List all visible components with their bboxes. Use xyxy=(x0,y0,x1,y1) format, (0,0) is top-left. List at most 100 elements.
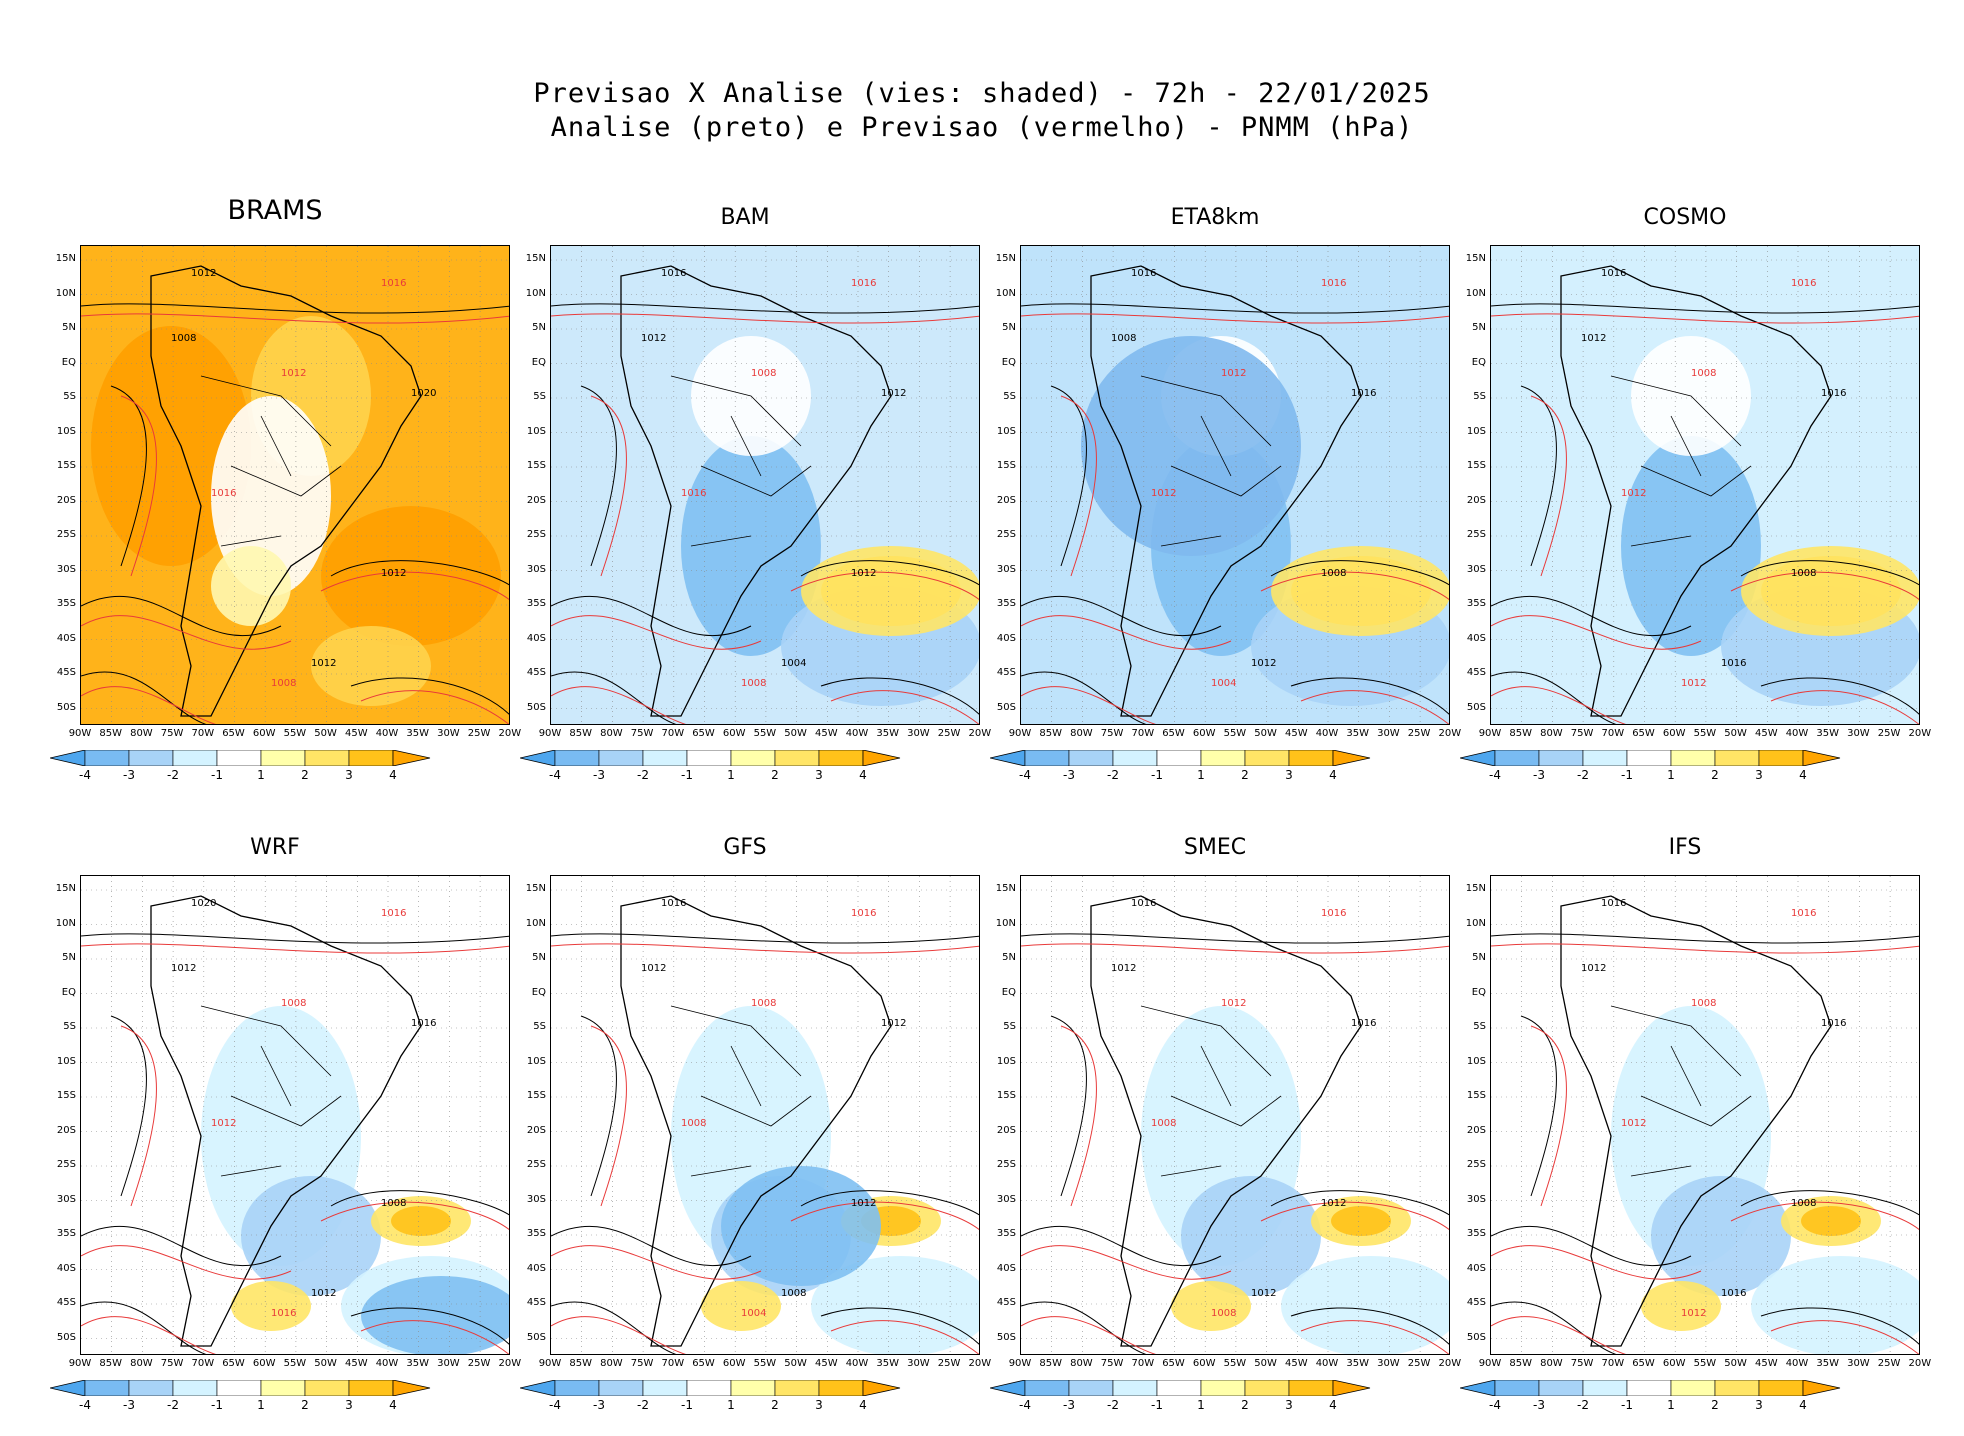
isobar-label: 1016 xyxy=(271,1308,296,1319)
forecast-isobar xyxy=(1021,943,1449,954)
colorbar-swatch xyxy=(1714,1379,1760,1397)
forecast-isobar xyxy=(81,943,509,954)
forecast-isobar xyxy=(1491,313,1919,324)
lon-tick-label: 60W xyxy=(1192,1358,1216,1369)
lon-tick-label: 65W xyxy=(1632,1358,1655,1369)
lat-tick-label: 30S xyxy=(526,563,546,575)
map-plot-area: 1016 1016 1012 1008 1012 1008 1012 1004 1008 xyxy=(550,875,980,1355)
lat-tick-label: 15N xyxy=(995,883,1016,894)
analysis-isobar xyxy=(81,1225,282,1267)
analysis-isobar xyxy=(350,677,509,715)
colorbar-swatch xyxy=(1626,1379,1672,1397)
lon-tick-label: 65W xyxy=(222,728,245,739)
colorbar-swatch xyxy=(1112,749,1158,767)
lat-tick-label: 5N xyxy=(1472,952,1486,963)
lon-tick-label: 90W xyxy=(1478,728,1502,739)
panel-title: IFS xyxy=(1668,835,1702,860)
bias-map-svg: 1016 1016 1008 1012 1016 1012 1008 1004 1012 xyxy=(1021,246,1449,724)
lat-tick-label: 40S xyxy=(1466,1262,1486,1274)
lon-tick-label: 55W xyxy=(283,728,307,739)
lat-tick-label: 15S xyxy=(526,460,546,471)
bias-anomaly-area xyxy=(391,1206,451,1236)
lon-tick-label: 35W xyxy=(876,1358,899,1369)
colorbar-svg xyxy=(989,1379,1371,1397)
isobar-label: 1012 xyxy=(211,1118,236,1129)
colorbar-tick-label: -4 xyxy=(79,768,91,782)
colorbar-swatch xyxy=(1156,749,1202,767)
colorbar-tick-label: 4 xyxy=(1329,1398,1337,1412)
colorbar-swatch xyxy=(1156,1379,1202,1397)
lat-tick-label: 45S xyxy=(56,1297,76,1308)
analysis-isobar xyxy=(1491,595,1692,637)
lat-tick-label: 10S xyxy=(1466,425,1486,437)
lon-tick-label: 50W xyxy=(1254,1358,1277,1369)
isobar-label: 1016 xyxy=(1721,1288,1746,1299)
bias-anomaly-area xyxy=(1271,546,1449,636)
colorbar-right-arrow xyxy=(392,1379,431,1397)
colorbar-left-arrow xyxy=(519,749,556,767)
isobar-label: 1016 xyxy=(1351,1018,1376,1029)
analysis-isobar xyxy=(1270,1190,1449,1216)
analysis-isobar xyxy=(330,1190,509,1216)
isobar-label: 1004 xyxy=(781,658,806,669)
lat-tick-label: 15N xyxy=(995,253,1016,264)
analysis-isobar xyxy=(1520,385,1557,567)
colorbar-tick-label: -2 xyxy=(167,1398,179,1412)
colorbar-tick-label: -2 xyxy=(637,768,649,782)
colorbar-tick-label: -2 xyxy=(167,768,179,782)
lon-tick-label: 80W xyxy=(600,728,623,739)
colorbar-tick-label: 4 xyxy=(1329,768,1337,782)
isobar-label: 1012 xyxy=(1621,1118,1646,1129)
lat-tick-label: 35S xyxy=(526,598,546,609)
lat-tick-label: 45S xyxy=(996,1297,1016,1308)
lat-tick-label: EQ xyxy=(1471,986,1486,998)
lon-tick-label: 40W xyxy=(845,1358,869,1369)
colorbar-tick-label: -4 xyxy=(1489,768,1501,782)
forecast-isobar xyxy=(1730,571,1919,601)
analysis-isobar xyxy=(551,671,677,724)
colorbar-tick-label: 2 xyxy=(301,768,309,782)
analysis-isobar xyxy=(1021,933,1449,944)
colorbar-tick-label: 3 xyxy=(1755,768,1763,782)
colorbar-tick-label: -1 xyxy=(681,1398,693,1412)
lon-tick-label: 30W xyxy=(1377,728,1400,739)
colorbar-tick-label: 4 xyxy=(859,1398,867,1412)
lat-tick-label: 45S xyxy=(1466,1297,1486,1308)
lon-tick-label: 85W xyxy=(569,1358,592,1369)
colorbar-left-arrow xyxy=(1459,749,1496,767)
lon-tick-label: 85W xyxy=(1039,1358,1062,1369)
isobar-label: 1012 xyxy=(1221,998,1246,1009)
colorbar-swatch xyxy=(1244,1379,1290,1397)
forecast-isobar xyxy=(1300,1320,1449,1354)
lat-tick-label: 10S xyxy=(526,1055,546,1067)
colorbar-tick-label: 3 xyxy=(1755,1398,1763,1412)
lon-tick-label: 20W xyxy=(968,728,992,739)
lon-tick-label: 45W xyxy=(1754,728,1778,739)
lat-tick-label: EQ xyxy=(61,986,76,998)
forecast-isobar xyxy=(1770,690,1919,724)
colorbar-swatch xyxy=(216,1379,262,1397)
lat-tick-label: 45S xyxy=(1466,667,1486,678)
lat-tick-label: 15S xyxy=(996,1090,1016,1101)
colorbar-swatch xyxy=(260,749,306,767)
bias-anomaly-area xyxy=(241,1176,381,1296)
forecast-isobar xyxy=(120,395,157,577)
colorbar-swatch xyxy=(84,749,130,767)
colorbar-swatch xyxy=(348,749,394,767)
colorbar: -4 -3 -2 -1 1 2 3 4 xyxy=(1459,749,1910,782)
isobar-label: 1016 xyxy=(381,908,406,919)
colorbar: -4 -3 -2 -1 1 2 3 4 xyxy=(989,1379,1440,1412)
lon-tick-label: 45W xyxy=(344,728,368,739)
lat-tick-label: 20S xyxy=(1466,494,1486,506)
isobar-label: 1008 xyxy=(381,1198,406,1209)
map-plot-area: 1016 1016 1008 1012 1016 1012 1008 1004 1012 xyxy=(1020,245,1450,725)
forecast-isobar xyxy=(830,690,979,724)
forecast-isobar xyxy=(1060,395,1097,577)
lat-tick-label: 45S xyxy=(526,667,546,678)
colorbar-swatch xyxy=(1024,1379,1070,1397)
colorbar-swatch xyxy=(1538,749,1584,767)
lat-tick-label: 20S xyxy=(56,494,76,506)
forecast-isobar xyxy=(830,1320,979,1354)
analysis-isobar xyxy=(820,677,979,715)
lat-tick-label: 5S xyxy=(1473,1021,1486,1032)
